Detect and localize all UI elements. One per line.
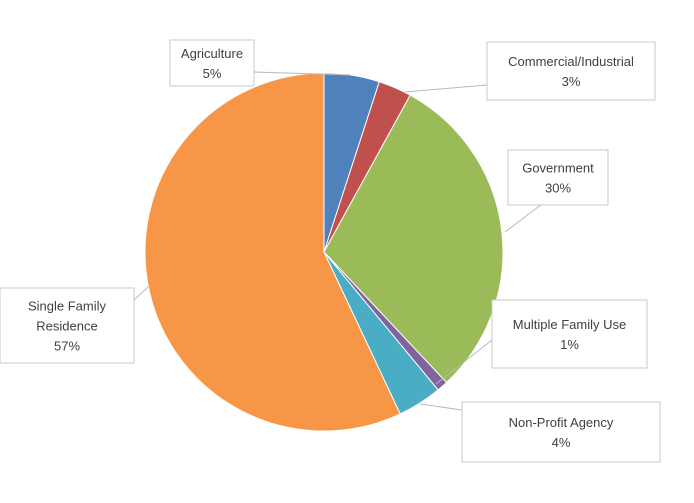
data-label-percent-commercial-industrial: 3%	[562, 74, 581, 89]
pie-slices	[144, 72, 504, 432]
data-label-percent-government: 30%	[545, 181, 571, 196]
pie-slice-government	[323, 94, 504, 384]
label-box-multiple-family-use	[491, 299, 648, 369]
data-label-percent-single-family-residence: 57%	[54, 339, 80, 354]
data-label-name-single-family-residence: Residence	[36, 319, 97, 334]
leader-line-non-profit-agency	[419, 403, 463, 411]
leader-line-agriculture	[253, 71, 351, 76]
label-box-single-family-residence	[0, 287, 135, 364]
data-label-name-non-profit-agency: Non-Profit Agency	[509, 415, 614, 430]
data-label-name-single-family-residence: Single Family	[28, 299, 107, 314]
data-label-name-commercial-industrial: Commercial/Industrial	[508, 54, 634, 69]
leader-line-single-family-residence	[133, 284, 151, 301]
label-box-agriculture	[169, 39, 255, 87]
data-label-percent-non-profit-agency: 4%	[552, 435, 571, 450]
label-box-government	[507, 149, 609, 206]
data-label-name-government: Government	[522, 161, 594, 176]
data-label-name-multiple-family-use: Multiple Family Use	[513, 317, 626, 332]
data-label-percent-multiple-family-use: 1%	[560, 337, 579, 352]
leader-line-multiple-family-use	[435, 339, 493, 385]
label-box-commercial-industrial	[486, 41, 656, 101]
data-label-name-agriculture: Agriculture	[181, 46, 243, 61]
data-label-percent-agriculture: 5%	[203, 66, 222, 81]
label-box-non-profit-agency	[461, 401, 661, 463]
pie-slice-single-family-residence	[144, 72, 401, 432]
leader-line-commercial-industrial	[404, 84, 488, 93]
data-labels: Agriculture 5% Commercial/Industrial 3% Gove…	[0, 39, 661, 463]
